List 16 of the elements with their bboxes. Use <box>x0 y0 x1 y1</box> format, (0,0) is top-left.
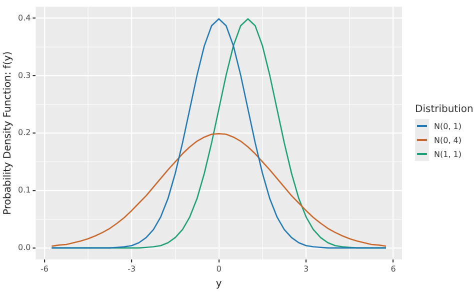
y-tick-label: 0.1 <box>18 186 31 195</box>
y-tick-label: 0.4 <box>18 13 31 22</box>
y-tick-label: 0.0 <box>18 242 31 252</box>
legend-label: N(0, 4) <box>434 136 462 144</box>
x-axis-title: y <box>216 278 222 290</box>
legend-label: N(0, 1) <box>434 122 462 130</box>
x-tick-label: -3 <box>128 264 136 274</box>
x-tick-label: 6 <box>390 264 396 274</box>
x-tick-label: 0 <box>216 264 222 274</box>
legend-title: Distribution <box>415 104 474 115</box>
y-tick-label: 0.3 <box>18 70 31 80</box>
y-tick-label: 0.2 <box>18 128 31 138</box>
x-tick-label: 3 <box>304 264 309 274</box>
y-axis-title: Probability Density Function: f(y) <box>2 51 14 215</box>
legend-label: N(1, 1) <box>434 150 462 158</box>
x-tick-label: -6 <box>40 264 48 274</box>
